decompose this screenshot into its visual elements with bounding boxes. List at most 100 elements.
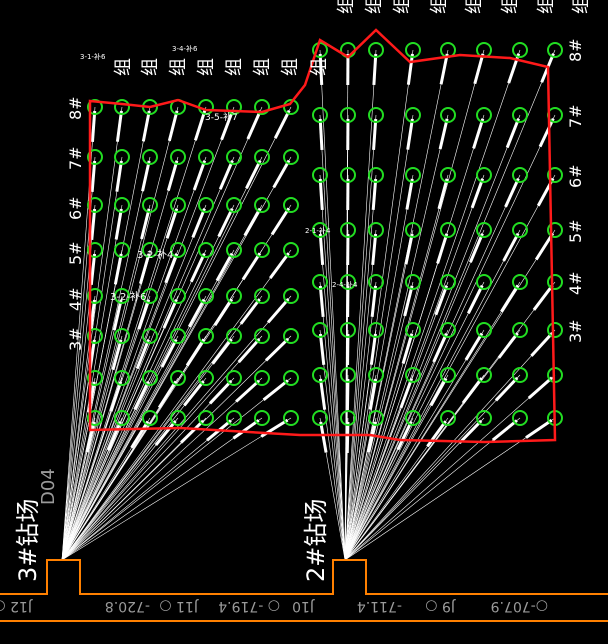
hole-marker	[198, 242, 214, 258]
borehole-segment	[525, 418, 553, 439]
group-label: 组	[309, 58, 330, 76]
hole-marker	[254, 242, 270, 258]
borehole-segment	[220, 110, 234, 141]
borehole-segment	[191, 208, 206, 238]
hole-marker	[198, 370, 214, 386]
hole-marker	[340, 322, 356, 338]
hole-marker	[114, 149, 130, 165]
borehole-segment	[262, 379, 289, 401]
borehole-line	[344, 229, 556, 561]
hole-marker	[283, 370, 299, 386]
row-label-left: 3#	[66, 327, 85, 351]
borehole-segment	[239, 298, 261, 325]
hole-marker	[226, 197, 242, 213]
borehole-segment	[469, 233, 484, 263]
group-label: 组	[280, 58, 301, 76]
hole-marker	[405, 222, 421, 238]
borehole-line	[61, 106, 235, 561]
borehole-segment	[237, 337, 261, 364]
borehole-line	[319, 49, 346, 561]
borehole-line	[344, 329, 449, 561]
borehole-line	[344, 49, 521, 561]
row-label-left: 6#	[66, 196, 85, 220]
hole-marker	[440, 367, 456, 383]
hole-marker	[405, 167, 421, 183]
borehole-segment	[439, 53, 449, 85]
hole-marker	[368, 222, 384, 238]
hole-marker	[283, 410, 299, 426]
hole-marker	[440, 222, 456, 238]
borehole-segment	[438, 118, 449, 150]
annotation: 3-2-补4	[137, 250, 174, 261]
borehole-segment	[538, 117, 555, 148]
borehole-line	[61, 377, 292, 561]
borehole-line	[344, 114, 377, 561]
borehole-line	[319, 114, 346, 561]
borehole-line	[61, 106, 123, 561]
borehole-line	[344, 49, 556, 561]
borehole-segment	[232, 419, 260, 440]
hole-marker	[226, 288, 242, 304]
borehole-segment	[130, 420, 150, 449]
hole-marker	[254, 197, 270, 213]
hole-marker	[368, 107, 384, 123]
hole-marker	[476, 222, 492, 238]
hole-marker	[512, 107, 528, 123]
row-label-right: 8#	[566, 38, 585, 62]
station-j9: J9 ○	[425, 598, 455, 614]
borehole-segment	[246, 110, 262, 140]
hole-marker	[512, 322, 528, 338]
borehole-line	[61, 204, 263, 561]
roadway-outline	[0, 559, 608, 622]
borehole-line	[319, 229, 346, 561]
borehole-segment	[406, 53, 414, 85]
borehole-segment	[268, 252, 290, 280]
borehole-segment	[183, 380, 205, 407]
group-label: 组	[571, 0, 592, 14]
hole-marker	[312, 107, 328, 123]
borehole-segment	[429, 377, 448, 407]
group-label: 组	[336, 0, 357, 14]
hole-marker	[440, 167, 456, 183]
hole-marker	[142, 242, 158, 258]
borehole-segment	[211, 338, 233, 365]
hole-marker	[368, 274, 384, 290]
station-j12: J12 ○	[0, 598, 32, 614]
hole-marker	[512, 167, 528, 183]
borehole-segment	[166, 160, 179, 192]
borehole-segment	[164, 253, 179, 284]
borehole-segment	[137, 299, 151, 330]
annotation: 2-1-补4	[305, 227, 331, 235]
borehole-segment	[532, 284, 554, 311]
hole-marker	[340, 107, 356, 123]
annotation: 3-2-补6	[110, 292, 147, 303]
borehole-line	[344, 229, 485, 561]
hole-marker	[170, 242, 186, 258]
borehole-segment	[437, 178, 449, 210]
hole-marker	[547, 274, 563, 290]
hole-marker	[312, 410, 328, 426]
borehole-segment	[494, 376, 519, 402]
borehole-line	[344, 114, 414, 561]
hole-marker	[512, 222, 528, 238]
borehole-segment	[241, 252, 262, 281]
hole-marker	[226, 328, 242, 344]
hole-marker	[547, 167, 563, 183]
hole-marker	[440, 107, 456, 123]
borehole-segment	[368, 378, 377, 410]
borehole-segment	[270, 207, 291, 236]
hole-marker	[170, 328, 186, 344]
hole-marker	[340, 367, 356, 383]
station-j11: J11 ○	[159, 598, 198, 614]
hole-marker	[340, 167, 356, 183]
borehole-segment	[432, 333, 448, 363]
hole-marker	[87, 288, 103, 304]
hole-marker	[87, 99, 103, 115]
hole-marker	[226, 99, 242, 115]
borehole-segment	[403, 285, 414, 317]
borehole-line	[344, 49, 377, 561]
group-label: 组	[464, 0, 485, 14]
borehole-segment	[497, 332, 519, 359]
borehole-segment	[504, 178, 520, 208]
